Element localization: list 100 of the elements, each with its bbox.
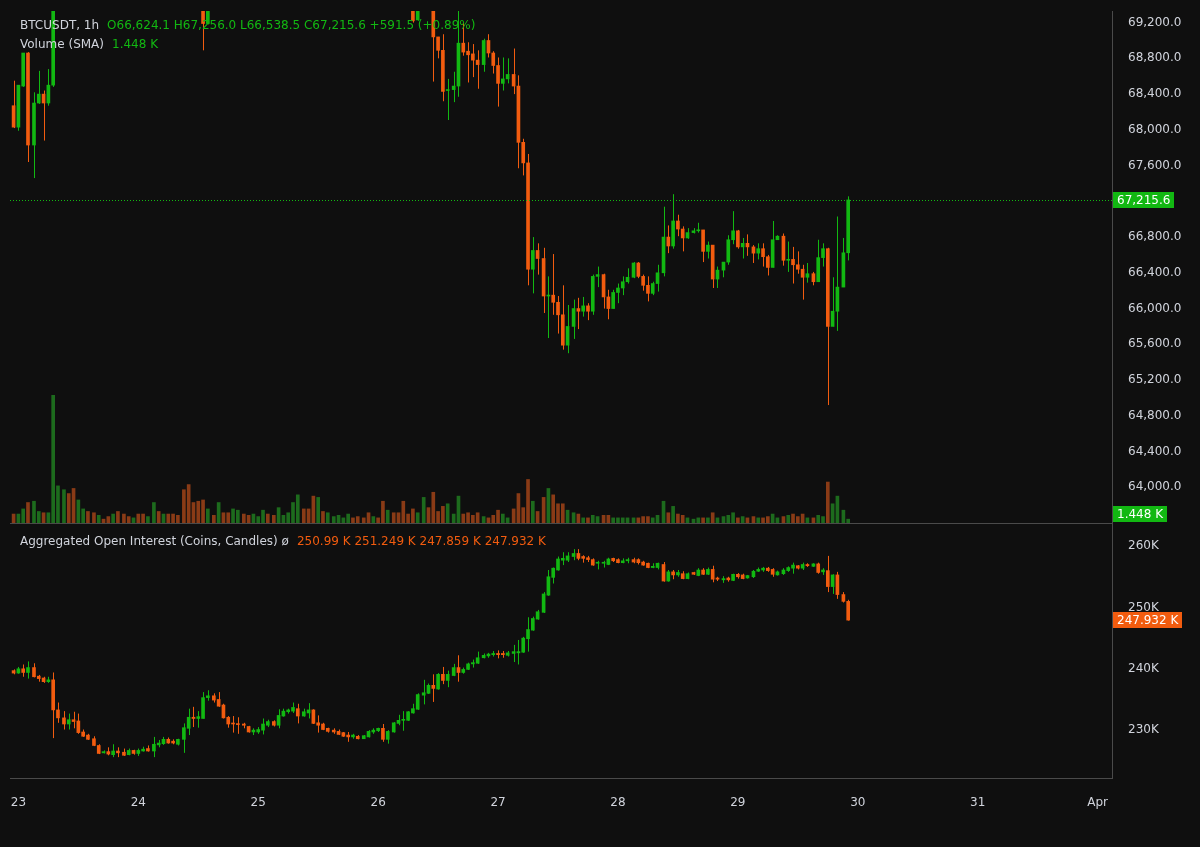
bar [212,514,216,523]
candlestick [551,253,556,316]
bar [116,511,120,523]
y-tick-label: 230K [1128,722,1160,737]
bar [706,517,710,523]
bar [196,500,201,523]
candlestick [620,275,625,296]
text: 247.932 K [1113,612,1183,629]
bar [491,514,496,523]
bar [650,517,655,523]
bar [242,513,246,523]
chart-subtitle: 1.448 K [112,37,159,51]
x-tick-label: 25 [250,795,266,810]
bar [825,481,830,523]
bar [415,512,420,523]
candlestick [451,71,456,103]
bar [126,516,131,523]
bar [325,512,330,523]
bar [401,500,406,523]
y-tick-label: 66,000.0 [1128,300,1182,315]
bar [86,511,90,523]
y-tick-label: 69,200.0 [1128,14,1182,29]
bar [680,514,685,523]
ref-line-label: 67,215.6 [1113,191,1175,208]
bar [166,513,171,523]
bar [271,514,276,523]
candlestick [501,56,505,92]
text: 1.448 K [1113,506,1168,522]
bar [385,509,390,523]
x-tick-label: 30 [850,795,866,810]
bar [226,512,231,523]
bar [501,513,505,523]
bar [265,513,270,523]
bar [391,512,396,523]
bar [316,497,321,523]
y-tick-label: 64,800.0 [1128,407,1182,422]
y-tick-label: 68,800.0 [1128,50,1182,65]
bar [92,512,96,523]
bar [590,514,595,523]
y-tick-label: 68,400.0 [1128,86,1182,101]
bar [96,514,101,523]
x-tick-label: 27 [490,795,506,810]
text: Aggregated Open Interest (Coins, Candles) ø [20,534,289,548]
bar [355,516,360,523]
y-tick-label: 68,000.0 [1128,121,1182,136]
bar [21,508,26,523]
bar [421,497,426,523]
bar [106,516,111,523]
bar [186,484,191,523]
bar [586,517,590,523]
bar [295,494,300,523]
y-tick-label: 66,400.0 [1128,264,1182,279]
bar [331,516,336,523]
bar [301,508,306,523]
bar [461,513,466,523]
y-tick-label: 65,600.0 [1128,336,1182,351]
y-tick-label: 250K [1128,599,1160,614]
bar [581,517,586,523]
candlestick [805,262,810,284]
bar [26,502,30,523]
y-tick-label: 65,200.0 [1128,372,1182,387]
bar [736,517,740,523]
bar [671,506,675,523]
bar [560,503,565,523]
candlestick [666,224,671,254]
y-tick-label: 67,600.0 [1128,157,1182,172]
bar [701,517,705,523]
y-tick-label: 66,800.0 [1128,229,1182,244]
bar [111,513,115,523]
candlestick [36,70,41,105]
bar [152,502,156,523]
bar [786,514,791,523]
candlestick [676,214,680,237]
bar [710,512,715,523]
bar [445,503,450,523]
bar [551,494,556,523]
bar [62,489,66,523]
x-tick-label: 24 [130,795,146,810]
bar [726,514,731,523]
bar [206,508,210,523]
x-tick-label: 28 [610,795,626,810]
bar [620,517,625,523]
bar [346,513,350,523]
x-tick-label: 31 [970,795,986,810]
bar [321,511,325,523]
candlestick [786,241,791,273]
bar [146,516,150,523]
candlestick [701,229,705,263]
bar [530,500,535,523]
candlestick [445,78,450,121]
candlestick [581,296,586,318]
candlestick [62,710,66,731]
x-tick-label: Apr [1087,795,1109,810]
x-tick-label: 23 [10,795,27,810]
bar [431,491,436,523]
bar [156,511,161,523]
bar [756,517,761,523]
candlestick [56,702,60,724]
candlestick [680,225,685,252]
candlestick [530,236,535,294]
